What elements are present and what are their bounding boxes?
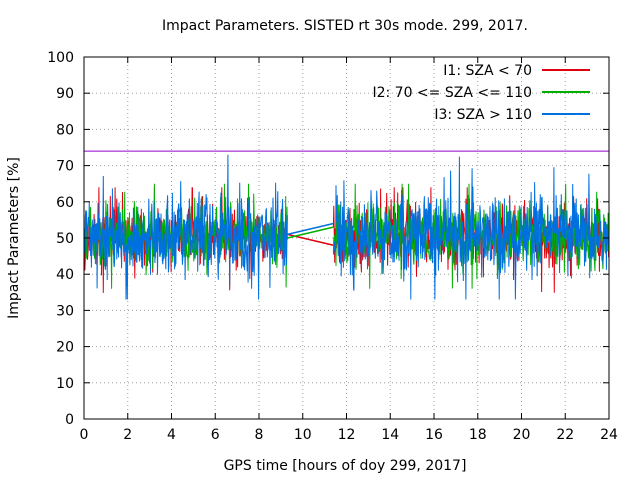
y-tick-label: 100	[47, 50, 74, 66]
y-tick-label: 30	[56, 303, 74, 319]
y-tick-label: 80	[56, 122, 74, 138]
series-gap-connector-3	[287, 222, 334, 236]
x-tick-label: 20	[513, 427, 531, 443]
x-tick-label: 4	[167, 427, 176, 443]
series-layer	[83, 154, 610, 300]
legend-label-3: I3: SZA > 110	[434, 107, 532, 123]
y-tick-label: 0	[65, 412, 74, 428]
y-tick-label: 90	[56, 86, 74, 102]
x-axis-label: GPS time [hours of doy 299, 2017]	[224, 458, 467, 474]
y-tick-label: 50	[56, 231, 74, 247]
x-tick-label: 14	[381, 427, 399, 443]
y-axis-label: Impact Parameters [%]	[6, 157, 22, 319]
x-tick-label: 24	[600, 427, 618, 443]
x-tick-label: 6	[211, 427, 220, 443]
x-tick-label: 0	[80, 427, 89, 443]
x-tick-label: 2	[123, 427, 132, 443]
y-tick-label: 20	[56, 340, 74, 356]
x-tick-label: 8	[255, 427, 264, 443]
x-tick-label: 18	[469, 427, 487, 443]
chart-title: Impact Parameters. SISTED rt 30s mode. 2…	[162, 18, 528, 34]
series-line-3	[83, 154, 610, 300]
series-gap-connector-2	[287, 226, 334, 239]
x-tick-label: 22	[556, 427, 574, 443]
x-tick-label: 12	[338, 427, 356, 443]
y-tick-label: 40	[56, 267, 74, 283]
y-tick-label: 60	[56, 195, 74, 211]
y-tick-label: 70	[56, 159, 74, 175]
legend-label-1: I1: SZA < 70	[443, 63, 532, 79]
legend-label-2: I2: 70 <= SZA <= 110	[372, 85, 532, 101]
y-tick-label: 10	[56, 376, 74, 392]
legend: I1: SZA < 70 I2: 70 <= SZA <= 110 I3: SZA …	[372, 63, 590, 123]
x-tick-label: 16	[425, 427, 443, 443]
x-tick-label: 10	[294, 427, 312, 443]
ticks: 0 2 4 6 8 10 12 14 16 18 20 22 240102030405060708090…	[47, 50, 618, 443]
